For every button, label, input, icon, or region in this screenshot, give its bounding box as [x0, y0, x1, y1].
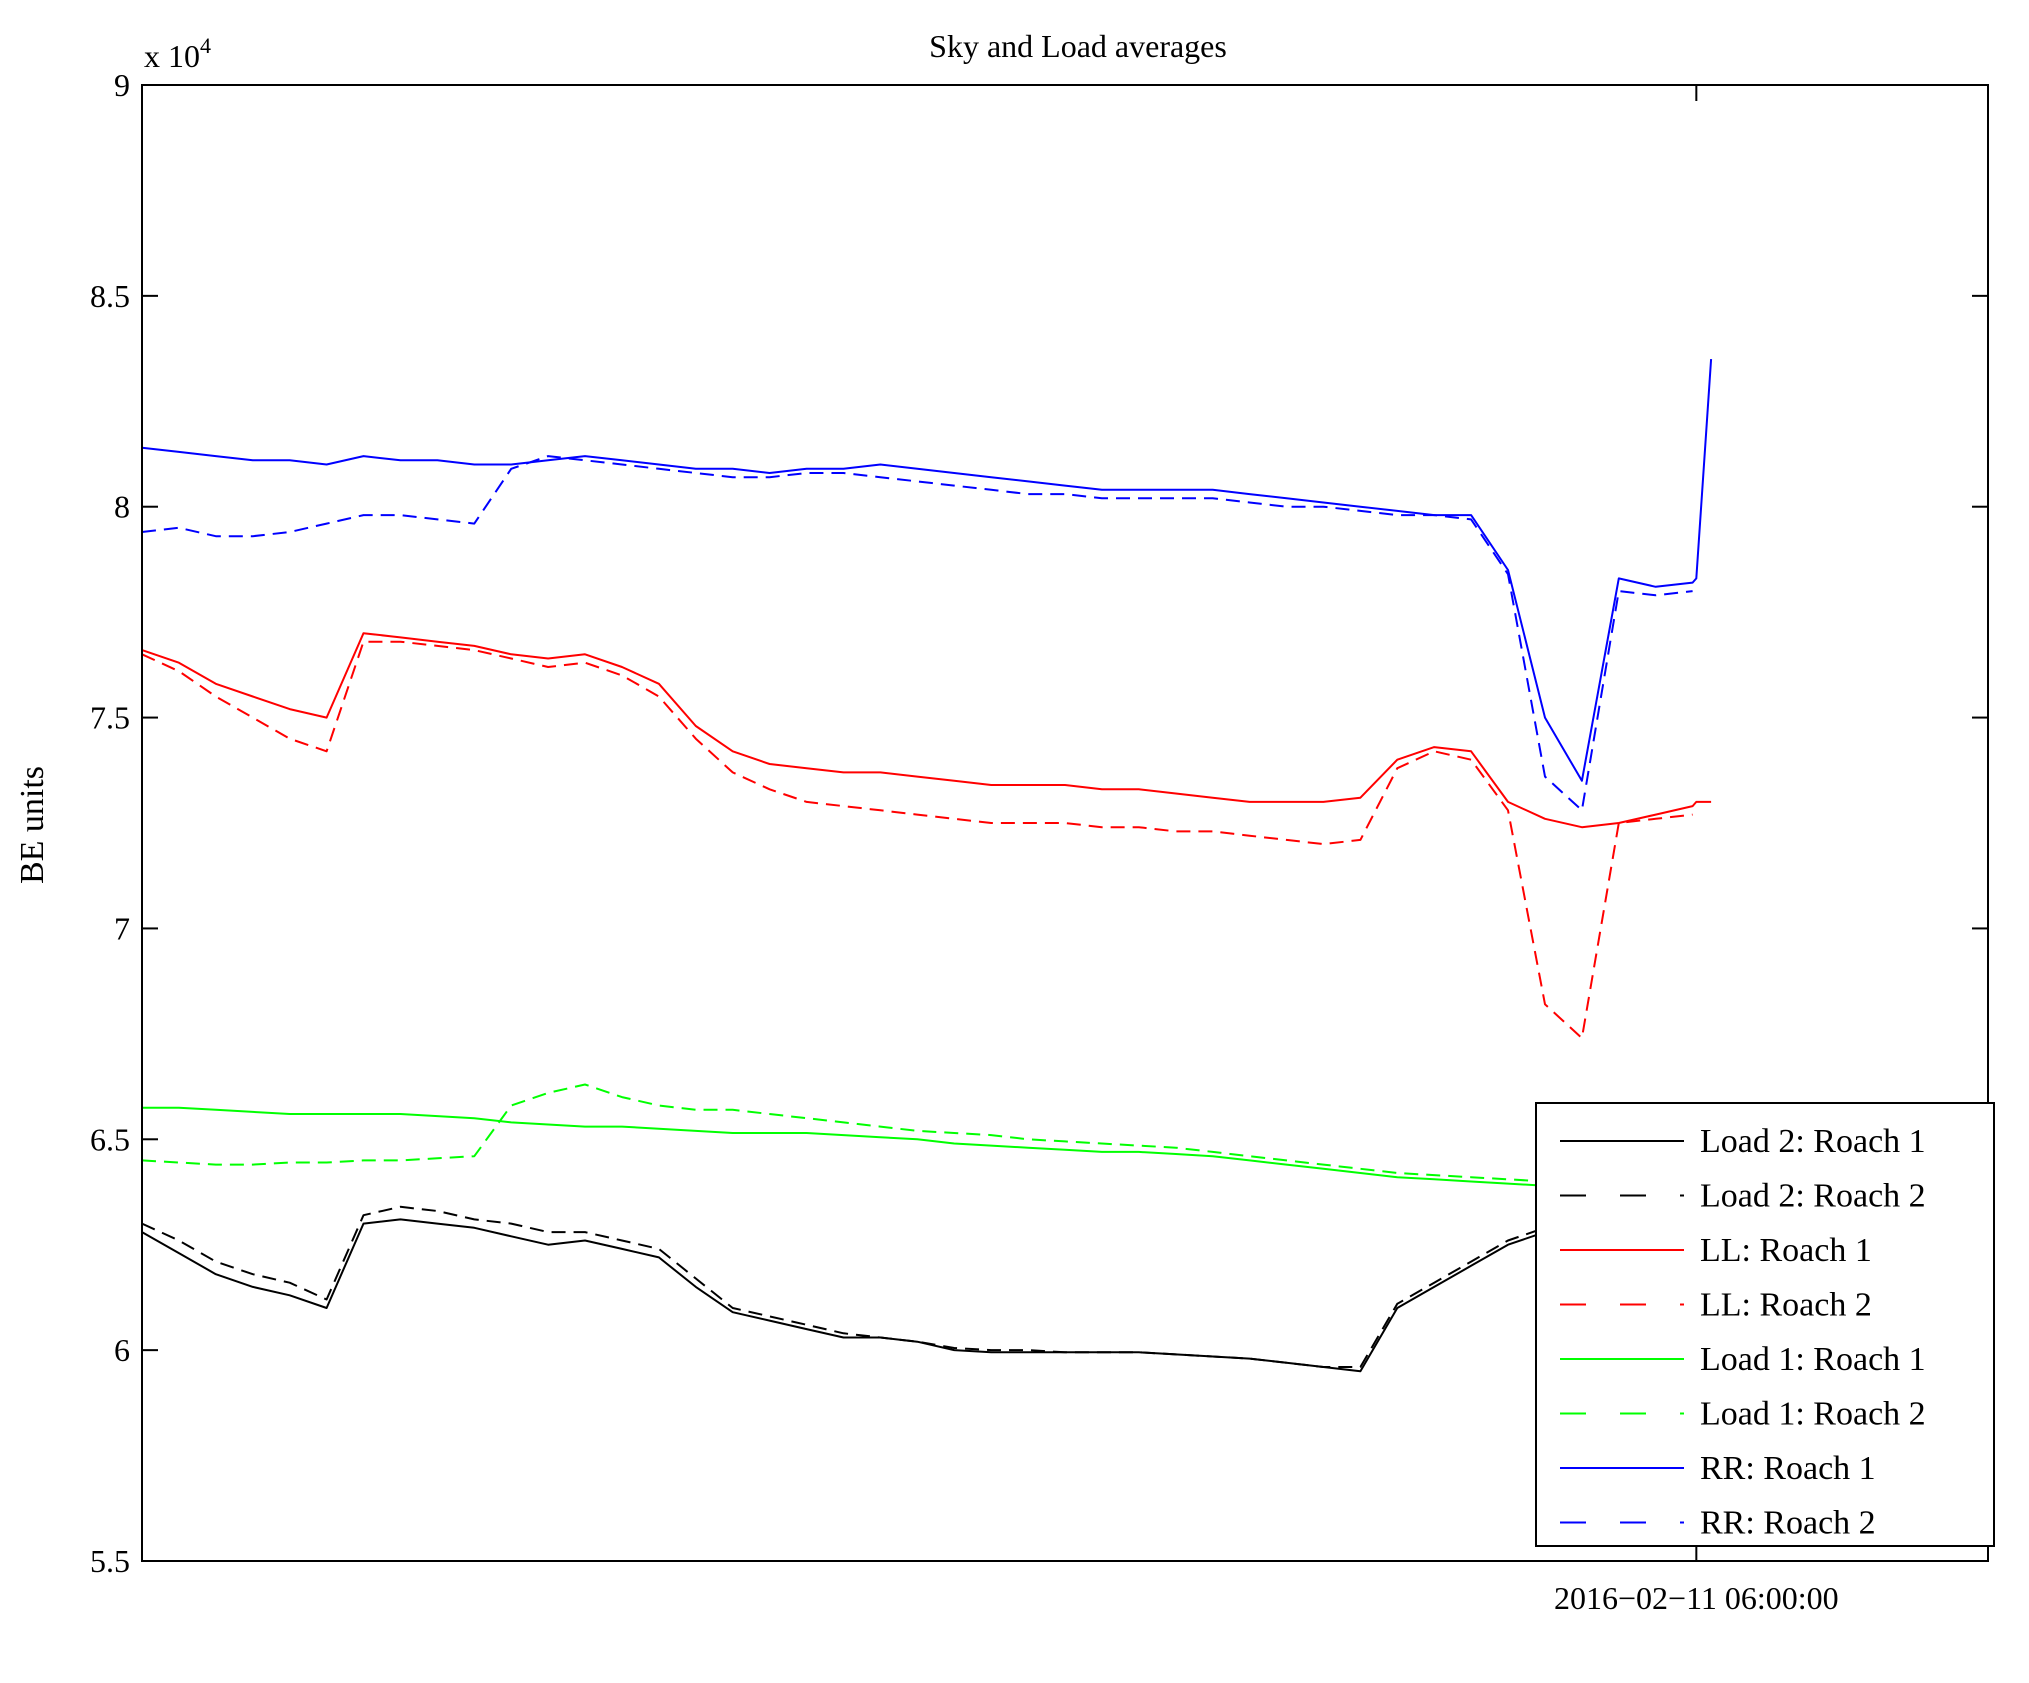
legend-box	[1535, 1102, 1995, 1547]
y-tick-label: 7.5	[90, 700, 130, 736]
legend-label-4: LL: Roach 2	[1700, 1287, 1872, 1324]
legend-label-1: Load 2: Roach 1	[1700, 1123, 1926, 1160]
series-line-2	[141, 1205, 1693, 1368]
chart-title: Sky and Load averages	[929, 28, 1227, 64]
series-line-4	[141, 640, 1693, 1040]
series-line-5	[142, 1106, 1693, 1191]
y-axis-ticks: 5.5 6 6.5 7 7.5 8 8.5 9	[90, 67, 1988, 1579]
legend-label-3: LL: Roach 1	[1700, 1232, 1872, 1269]
legend-label-6: Load 1: Roach 2	[1700, 1396, 1926, 1433]
y-tick-label: 7	[114, 910, 130, 946]
series-line-3	[141, 632, 1712, 829]
y-tick-label: 5.5	[90, 1543, 130, 1579]
series-line-8	[141, 455, 1693, 812]
legend-label-7: RR: Roach 1	[1700, 1450, 1876, 1487]
legend-label-5: Load 1: Roach 1	[1700, 1341, 1926, 1378]
y-tick-label: 8.5	[90, 278, 130, 314]
y-axis-multiplier-base: x 10	[144, 38, 200, 74]
y-tick-label: 9	[114, 67, 130, 103]
y-axis-multiplier: x 104	[144, 33, 211, 74]
y-axis-multiplier-exponent: 4	[200, 33, 211, 58]
legend-label-8: RR: Roach 2	[1700, 1505, 1876, 1542]
y-tick-label: 6	[114, 1332, 130, 1368]
plot-frame	[141, 84, 1989, 1562]
y-axis-label: BE units	[14, 766, 51, 884]
y-tick-label: 6.5	[90, 1121, 130, 1157]
legend-entries: Load 2: Roach 1 Load 2: Roach 2 LL: Roach …	[1560, 1123, 1926, 1542]
series-line-7	[141, 359, 1713, 782]
x-axis-ticks: 2016−02−11 06:00:00	[1554, 85, 1839, 1616]
legend-label-2: Load 2: Roach 2	[1700, 1178, 1926, 1215]
x-tick-label: 2016−02−11 06:00:00	[1554, 1580, 1839, 1616]
y-tick-label: 8	[114, 489, 130, 525]
series-line-6	[141, 1083, 1693, 1187]
series-line-1	[141, 1210, 1693, 1373]
legend: Load 2: Roach 1 Load 2: Roach 2 LL: Roach …	[1535, 1102, 1995, 1547]
series-layer	[141, 359, 1713, 1373]
